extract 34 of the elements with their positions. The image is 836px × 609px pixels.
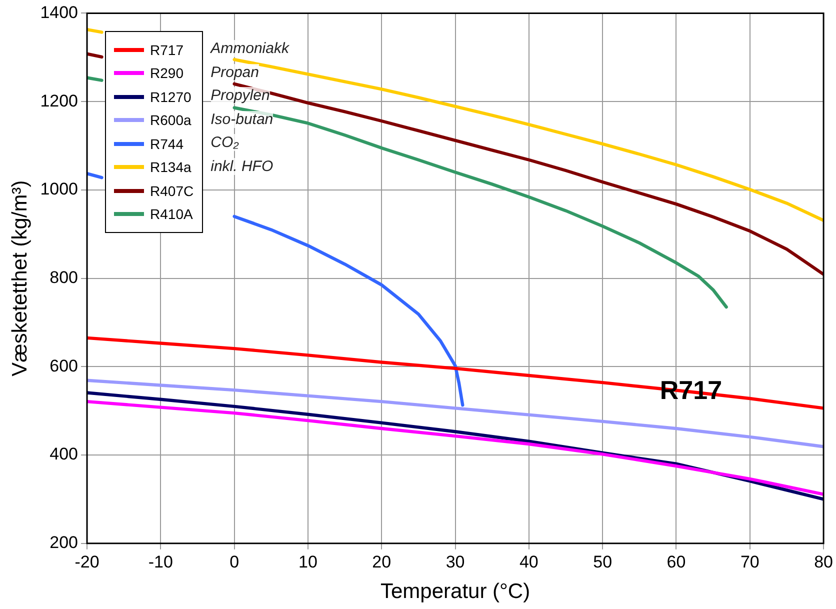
annotation: Iso-butan bbox=[210, 110, 274, 128]
x-tick-label: 0 bbox=[230, 552, 240, 572]
x-tick-label: 50 bbox=[593, 552, 612, 572]
legend-label: R717 bbox=[150, 42, 184, 58]
legend-label: R744 bbox=[150, 136, 184, 152]
legend-label: R407C bbox=[150, 182, 194, 199]
y-axis-title: Væsketetthet (kg/m³) bbox=[8, 180, 32, 376]
x-axis-title: Temperatur (°C) bbox=[380, 580, 530, 604]
legend-label: R134a bbox=[150, 159, 192, 176]
legend-label: R410A bbox=[150, 206, 193, 222]
y-tick-label: 200 bbox=[50, 533, 78, 552]
annotation: Propylen bbox=[210, 87, 270, 104]
x-tick-label: -10 bbox=[148, 552, 173, 572]
y-tick-label: 1200 bbox=[40, 91, 78, 110]
y-tick-label: 400 bbox=[50, 444, 78, 464]
x-tick-label: 70 bbox=[740, 552, 760, 572]
annotation: Propan bbox=[210, 64, 259, 81]
legend-label: R1270 bbox=[150, 88, 192, 105]
y-tick-label: 1000 bbox=[40, 180, 78, 199]
x-tick-label: 30 bbox=[446, 552, 465, 572]
annotation: Ammoniakk bbox=[210, 40, 289, 58]
y-tick-label: 800 bbox=[50, 268, 78, 287]
legend-label: R290 bbox=[150, 65, 184, 82]
y-tick-label: 1400 bbox=[40, 2, 78, 22]
x-tick-label: 60 bbox=[666, 552, 686, 572]
y-tick-label: 600 bbox=[50, 356, 78, 376]
x-tick-label: 20 bbox=[372, 552, 392, 572]
x-tick-label: 40 bbox=[519, 552, 538, 572]
annotation: CO₂ bbox=[210, 134, 239, 152]
legend-label: R600a bbox=[150, 112, 192, 128]
annotation: inkl. HFO bbox=[210, 158, 274, 175]
x-tick-label: 80 bbox=[814, 552, 834, 572]
x-tick-label: -20 bbox=[74, 552, 100, 572]
x-tick-label: 10 bbox=[298, 552, 318, 572]
